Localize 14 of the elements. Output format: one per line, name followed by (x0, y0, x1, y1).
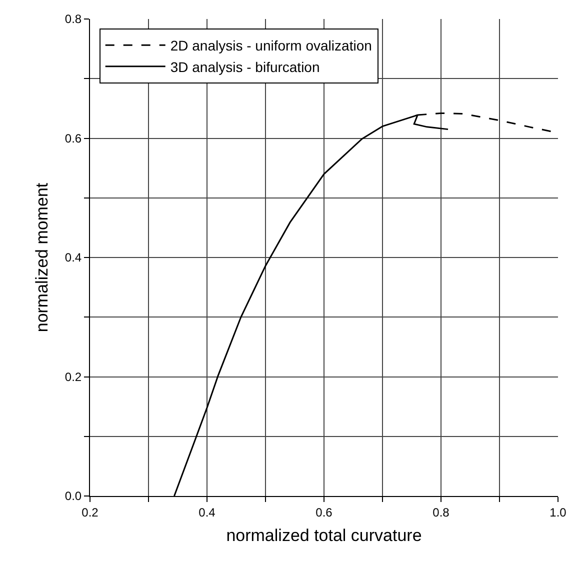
legend-label: 3D analysis - bifurcation (170, 58, 320, 75)
y-tick-label: 0.2 (64, 370, 82, 384)
x-tick-label: 1.0 (550, 505, 567, 520)
x-tick-label: 0.6 (316, 505, 333, 520)
x-tick-label: 0.2 (82, 505, 99, 520)
y-tick-label: 0.4 (64, 250, 82, 265)
x-tick-label: 0.4 (198, 505, 216, 520)
y-tick-label: 0.6 (64, 131, 82, 146)
x-axis-title: normalized total curvature (226, 526, 422, 545)
legend-label: 2D analysis - uniform ovalization (170, 38, 372, 54)
y-axis-title: normalized moment (32, 182, 52, 332)
y-tick-label: 0.8 (64, 12, 82, 26)
x-tick-label: 0.8 (432, 505, 450, 520)
y-tick-label: 0.0 (64, 489, 82, 504)
